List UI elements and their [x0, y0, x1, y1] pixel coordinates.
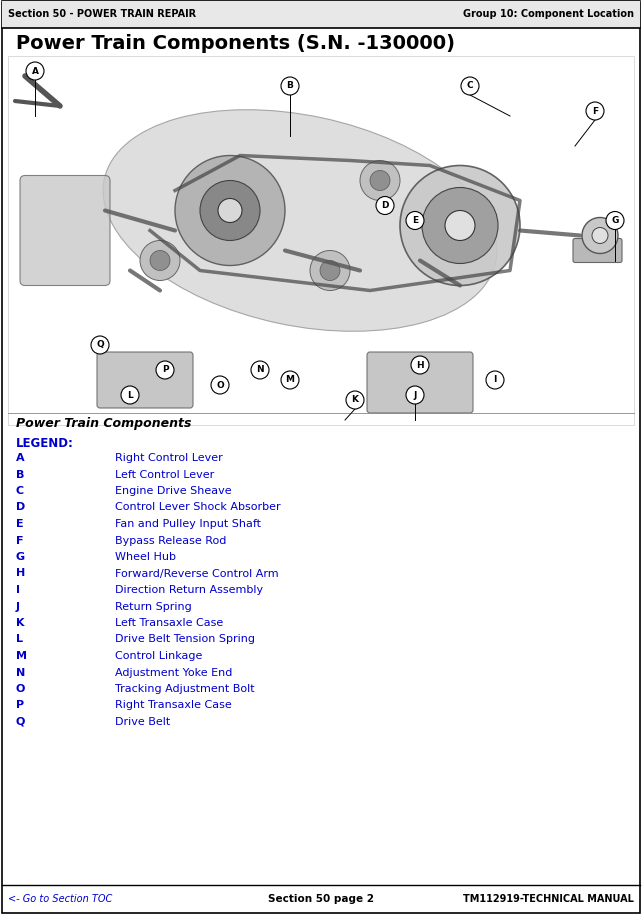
Circle shape	[582, 218, 618, 253]
Circle shape	[150, 251, 170, 271]
Circle shape	[406, 386, 424, 404]
Text: Wheel Hub: Wheel Hub	[115, 552, 176, 562]
Circle shape	[411, 356, 429, 374]
Text: N: N	[256, 365, 264, 374]
Text: D: D	[381, 201, 389, 210]
Circle shape	[445, 210, 475, 241]
Text: Control Lever Shock Absorber: Control Lever Shock Absorber	[115, 502, 281, 512]
Text: Section 50 page 2: Section 50 page 2	[268, 894, 374, 904]
Text: Group 10: Component Location: Group 10: Component Location	[463, 9, 634, 19]
Circle shape	[486, 371, 504, 389]
Text: Section 50 - POWER TRAIN REPAIR: Section 50 - POWER TRAIN REPAIR	[8, 9, 196, 19]
Circle shape	[346, 391, 364, 409]
Circle shape	[251, 361, 269, 379]
Text: Power Train Components (S.N. -130000): Power Train Components (S.N. -130000)	[16, 34, 455, 53]
Text: D: D	[16, 502, 25, 512]
Circle shape	[376, 197, 394, 214]
Text: G: G	[611, 216, 619, 225]
FancyBboxPatch shape	[20, 176, 110, 285]
Text: Drive Belt Tension Spring: Drive Belt Tension Spring	[115, 634, 255, 644]
Text: P: P	[162, 365, 168, 374]
Circle shape	[156, 361, 174, 379]
Text: LEGEND:: LEGEND:	[16, 437, 74, 450]
Circle shape	[360, 160, 400, 200]
Circle shape	[140, 241, 180, 281]
Text: I: I	[493, 375, 497, 384]
Circle shape	[26, 62, 44, 80]
Text: H: H	[16, 568, 25, 578]
Text: Return Spring: Return Spring	[115, 601, 192, 611]
Circle shape	[175, 156, 285, 265]
Circle shape	[218, 199, 242, 222]
Circle shape	[320, 261, 340, 281]
Text: O: O	[16, 684, 26, 694]
Circle shape	[281, 77, 299, 95]
Text: E: E	[16, 519, 24, 529]
Text: Fan and Pulley Input Shaft: Fan and Pulley Input Shaft	[115, 519, 261, 529]
Text: Tracking Adjustment Bolt: Tracking Adjustment Bolt	[115, 684, 255, 694]
Circle shape	[406, 211, 424, 230]
Circle shape	[370, 170, 390, 190]
Text: O: O	[216, 381, 224, 390]
Circle shape	[606, 211, 624, 230]
FancyBboxPatch shape	[8, 56, 634, 425]
Text: Right Transaxle Case: Right Transaxle Case	[115, 701, 232, 711]
Text: B: B	[16, 469, 24, 479]
Circle shape	[400, 166, 520, 285]
Text: K: K	[16, 618, 24, 628]
Text: Right Control Lever: Right Control Lever	[115, 453, 223, 463]
FancyBboxPatch shape	[2, 0, 640, 28]
FancyBboxPatch shape	[367, 352, 473, 413]
Ellipse shape	[103, 110, 497, 331]
Text: Q: Q	[16, 717, 26, 727]
Text: F: F	[592, 106, 598, 115]
FancyBboxPatch shape	[573, 239, 622, 263]
Circle shape	[200, 180, 260, 241]
Text: Bypass Release Rod: Bypass Release Rod	[115, 535, 227, 545]
Text: G: G	[16, 552, 25, 562]
Text: Control Linkage: Control Linkage	[115, 651, 202, 661]
Circle shape	[592, 228, 608, 243]
Text: TM112919-TECHNICAL MANUAL: TM112919-TECHNICAL MANUAL	[463, 894, 634, 904]
Circle shape	[310, 251, 350, 290]
Circle shape	[91, 336, 109, 354]
Text: Drive Belt: Drive Belt	[115, 717, 170, 727]
Text: <- Go to Section TOC: <- Go to Section TOC	[8, 894, 112, 904]
Text: M: M	[286, 375, 295, 384]
Text: Q: Q	[96, 340, 104, 350]
Text: H: H	[416, 361, 424, 370]
Circle shape	[281, 371, 299, 389]
Text: A: A	[31, 67, 39, 76]
Text: I: I	[16, 585, 20, 595]
Text: Engine Drive Sheave: Engine Drive Sheave	[115, 486, 232, 496]
Text: Left Control Lever: Left Control Lever	[115, 469, 214, 479]
Text: M: M	[16, 651, 27, 661]
FancyBboxPatch shape	[97, 352, 193, 408]
Text: Power Train Components: Power Train Components	[16, 417, 191, 430]
Circle shape	[586, 102, 604, 120]
Circle shape	[121, 386, 139, 404]
Text: J: J	[16, 601, 20, 611]
Circle shape	[422, 188, 498, 264]
Text: Left Transaxle Case: Left Transaxle Case	[115, 618, 223, 628]
Text: L: L	[16, 634, 23, 644]
Circle shape	[211, 376, 229, 394]
Text: P: P	[16, 701, 24, 711]
Text: B: B	[286, 81, 293, 91]
Text: C: C	[467, 81, 473, 91]
Text: K: K	[352, 395, 358, 404]
Text: J: J	[413, 391, 417, 400]
Text: N: N	[16, 668, 25, 677]
Text: F: F	[16, 535, 24, 545]
Text: Adjustment Yoke End: Adjustment Yoke End	[115, 668, 232, 677]
Text: Forward/Reverse Control Arm: Forward/Reverse Control Arm	[115, 568, 279, 578]
Text: A: A	[16, 453, 24, 463]
Text: Direction Return Assembly: Direction Return Assembly	[115, 585, 263, 595]
Text: C: C	[16, 486, 24, 496]
Text: E: E	[412, 216, 418, 225]
Circle shape	[461, 77, 479, 95]
Text: L: L	[127, 391, 133, 400]
